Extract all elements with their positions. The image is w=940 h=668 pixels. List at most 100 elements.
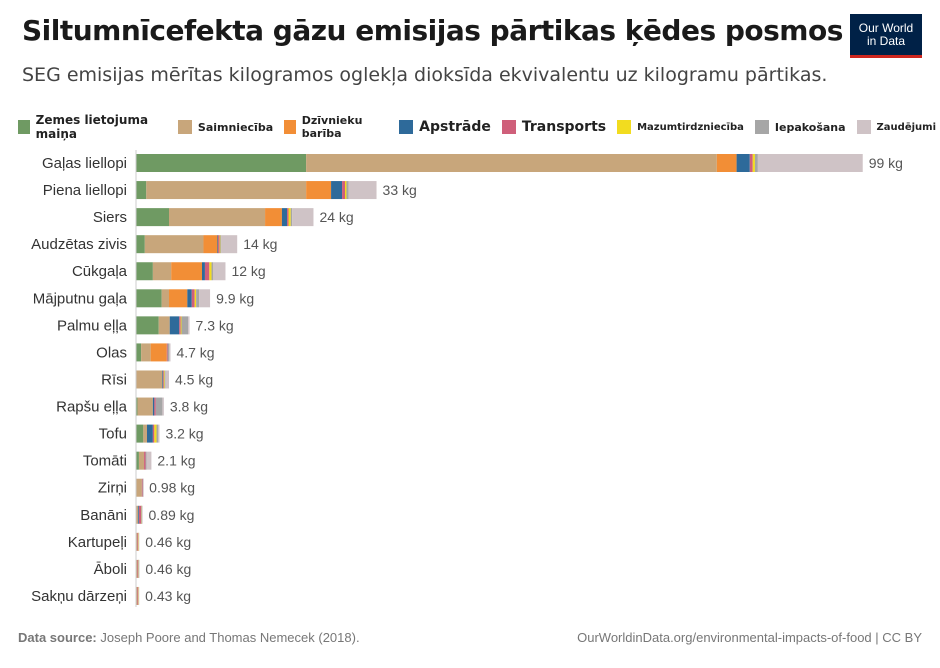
bar-segment[interactable] <box>152 424 155 443</box>
legend-item[interactable]: Iepakošana <box>754 120 846 134</box>
bar-segment[interactable] <box>194 289 197 308</box>
bar-segment[interactable] <box>136 559 138 578</box>
bar-segment[interactable] <box>141 343 151 362</box>
bar-segment[interactable] <box>169 343 171 362</box>
bar-segment[interactable] <box>209 262 212 281</box>
bar-segment[interactable] <box>136 316 159 335</box>
bar-segment[interactable] <box>138 532 140 551</box>
bar-segment[interactable] <box>757 154 863 172</box>
bar-segment[interactable] <box>288 208 291 227</box>
bar-segment[interactable] <box>716 154 737 172</box>
bar-segment[interactable] <box>136 154 307 172</box>
bar-segment[interactable] <box>169 289 188 308</box>
bar-segment[interactable] <box>196 289 200 308</box>
bar-segment[interactable] <box>164 370 166 389</box>
bar-segment[interactable] <box>306 154 717 172</box>
bar-segment[interactable] <box>138 559 140 578</box>
bar-segment[interactable] <box>181 316 189 335</box>
bar-segment[interactable] <box>345 181 347 200</box>
bar-segment[interactable] <box>155 397 163 416</box>
bar-segment[interactable] <box>163 370 164 389</box>
bar-segment[interactable] <box>162 370 164 389</box>
bar-segment[interactable] <box>136 586 138 605</box>
bar-segment[interactable] <box>342 181 345 200</box>
bar-segment[interactable] <box>146 181 307 200</box>
bar-segment[interactable] <box>147 424 153 443</box>
bar-segment[interactable] <box>191 289 195 308</box>
bar-segment[interactable] <box>292 208 314 227</box>
legend-item[interactable]: Dzīvnieku barība <box>284 114 388 140</box>
bar-segment[interactable] <box>736 154 750 172</box>
bar-segment[interactable] <box>290 208 293 227</box>
legend-item[interactable]: Zaudējumi <box>856 120 936 134</box>
bar-segment[interactable] <box>137 559 139 578</box>
bar-segment[interactable] <box>143 424 147 443</box>
bar-segment[interactable] <box>158 316 170 335</box>
bar-segment[interactable] <box>158 424 160 443</box>
bar-segment[interactable] <box>171 262 202 281</box>
bar-segment[interactable] <box>144 235 204 254</box>
bar-segment[interactable] <box>180 316 182 335</box>
bar-segment[interactable] <box>136 451 139 470</box>
bar-segment[interactable] <box>163 370 165 389</box>
bar-segment[interactable] <box>137 532 139 551</box>
bar-segment[interactable] <box>217 235 219 254</box>
bar-segment[interactable] <box>141 505 143 524</box>
bar-segment[interactable] <box>136 532 138 551</box>
footer-url[interactable]: OurWorldinData.org/environmental-impacts… <box>577 630 922 645</box>
owid-logo[interactable]: Our World in Data <box>850 14 922 58</box>
bar-segment[interactable] <box>204 262 210 281</box>
bar-segment[interactable] <box>136 343 142 362</box>
bar-segment[interactable] <box>144 451 146 470</box>
bar-segment[interactable] <box>154 424 157 443</box>
bar-segment[interactable] <box>221 235 238 254</box>
bar-segment[interactable] <box>145 451 147 470</box>
bar-segment[interactable] <box>265 208 282 227</box>
legend-item[interactable]: Mazumtirdzniecība <box>617 120 744 134</box>
bar-segment[interactable] <box>213 262 226 281</box>
bar-segment[interactable] <box>161 289 169 308</box>
bar-segment[interactable] <box>167 343 169 362</box>
legend-item[interactable]: Saimniecība <box>177 120 273 134</box>
bar-segment[interactable] <box>156 424 158 443</box>
bar-segment[interactable] <box>146 451 152 470</box>
bar-segment[interactable] <box>169 208 266 227</box>
source-text[interactable]: Joseph Poore and Thomas Nemecek (2018). <box>100 630 360 645</box>
bar-segment[interactable] <box>203 235 218 254</box>
bar-segment[interactable] <box>219 235 221 254</box>
bar-segment[interactable] <box>331 181 343 200</box>
bar-segment[interactable] <box>142 478 144 497</box>
bar-segment[interactable] <box>137 397 153 416</box>
legend-item[interactable]: Apstrāde <box>399 119 491 135</box>
bar-segment[interactable] <box>162 397 164 416</box>
bar-segment[interactable] <box>165 370 169 389</box>
bar-segment[interactable] <box>187 289 192 308</box>
bar-segment[interactable] <box>169 316 180 335</box>
bar-segment[interactable] <box>136 478 142 497</box>
bar-segment[interactable] <box>218 235 220 254</box>
bar-segment[interactable] <box>749 154 753 172</box>
bar-segment[interactable] <box>138 505 142 524</box>
bar-segment[interactable] <box>150 343 167 362</box>
bar-segment[interactable] <box>136 505 139 524</box>
bar-segment[interactable] <box>154 397 156 416</box>
bar-segment[interactable] <box>138 451 145 470</box>
bar-segment[interactable] <box>754 154 758 172</box>
bar-segment[interactable] <box>188 316 190 335</box>
bar-segment[interactable] <box>166 343 168 362</box>
bar-segment[interactable] <box>348 181 377 200</box>
bar-segment[interactable] <box>179 316 181 335</box>
bar-segment[interactable] <box>306 181 332 200</box>
legend-item[interactable]: Transports <box>501 119 606 135</box>
bar-segment[interactable] <box>136 397 138 416</box>
bar-segment[interactable] <box>137 586 139 605</box>
bar-segment[interactable] <box>202 262 205 281</box>
bar-segment[interactable] <box>136 181 147 200</box>
legend-item[interactable]: Zemes lietojuma maiņa <box>18 113 167 141</box>
bar-segment[interactable] <box>152 262 172 281</box>
bar-segment[interactable] <box>136 289 162 308</box>
bar-segment[interactable] <box>152 397 155 416</box>
bar-segment[interactable] <box>136 262 153 281</box>
bar-segment[interactable] <box>199 289 211 308</box>
bar-segment[interactable] <box>136 235 145 254</box>
